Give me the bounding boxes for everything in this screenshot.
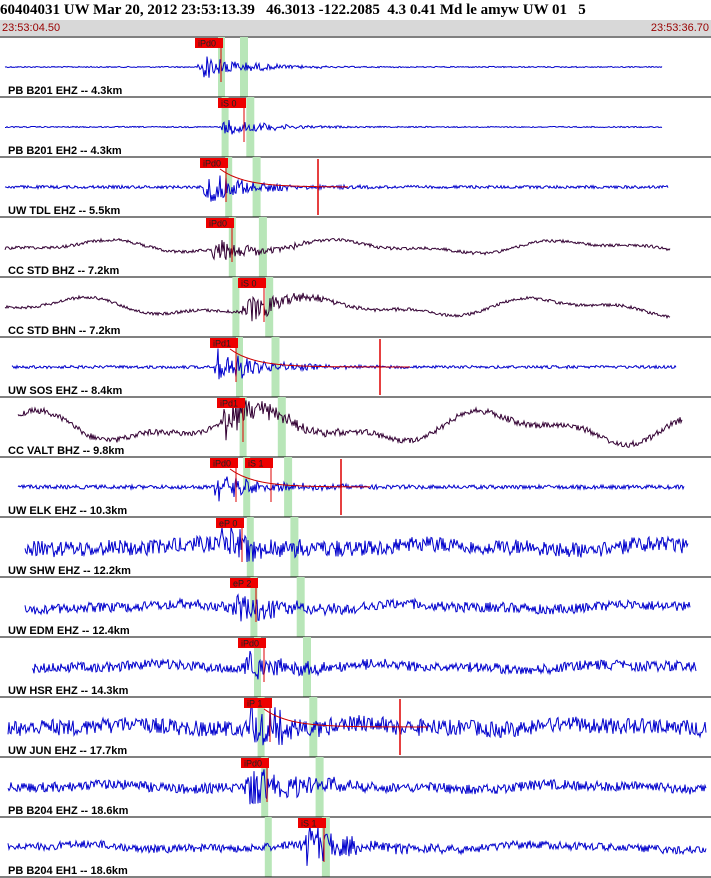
pick-label: iPd0 [244, 759, 262, 769]
trace-label: PB B201 EH2 -- 4.3km [8, 145, 122, 157]
pick-box [210, 458, 238, 468]
p-window [243, 457, 251, 517]
pick-label: iPd0 [213, 459, 231, 469]
waveform [4, 237, 671, 261]
s-window [252, 157, 261, 217]
s-window [258, 217, 267, 277]
trace-label: UW TDL EHZ -- 5.5km [8, 205, 120, 217]
pick-label: iPd0 [241, 639, 259, 649]
trace-label: PB B201 EHZ -- 4.3km [8, 85, 123, 97]
pick-label: iS 1 [248, 459, 264, 469]
pick-box [298, 818, 326, 828]
trace-label: CC STD BHZ -- 7.2km [8, 265, 119, 277]
trace: iPd1 UW SOS EHZ -- 8.4km [0, 337, 711, 398]
pick-box [244, 698, 272, 708]
trace-label: UW SHW EHZ -- 12.2km [8, 565, 131, 577]
trace: iPd0 PB B204 EHZ -- 18.6km [0, 757, 711, 818]
waveform [4, 175, 669, 202]
trace-label: CC STD BHN -- 7.2km [8, 325, 121, 337]
s-window [246, 97, 255, 157]
pick-box [206, 218, 234, 228]
time-bar: 23:53:04.50 23:53:36.70 [0, 20, 711, 36]
pick-box [216, 518, 244, 528]
pick-label: iPd0 [209, 219, 227, 229]
trace-label: PB B204 EH1 -- 18.6km [8, 865, 128, 877]
pick-label: iPd1 [213, 339, 231, 349]
pick-label: iPd0 [203, 159, 221, 169]
pick-label: iP 1 [247, 699, 262, 709]
pick-label: iS 0 [221, 99, 237, 109]
pick-box [195, 38, 223, 48]
pick-box [245, 458, 273, 468]
trace-label: UW JUN EHZ -- 17.7km [8, 745, 127, 757]
p-window [254, 637, 261, 697]
waveform [11, 348, 677, 380]
p-window [264, 817, 272, 877]
trace-label: UW ELK EHZ -- 10.3km [8, 505, 127, 517]
waveform [5, 120, 663, 135]
pick-label: iS 0 [241, 279, 257, 289]
trace-label: CC VALT BHZ -- 9.8km [8, 445, 125, 457]
waveform [24, 593, 691, 622]
trace: iS 0 CC STD BHN -- 7.2km [0, 277, 711, 338]
s-window [315, 757, 324, 817]
trace: iPd0 UW TDL EHZ -- 5.5km [0, 157, 711, 218]
waveform [7, 824, 707, 866]
waveform [31, 650, 697, 680]
pick-label: iPd0 [198, 39, 216, 49]
pick-box [217, 398, 245, 408]
pick-label: eP 0 [219, 519, 237, 529]
end-time: 23:53:36.70 [650, 22, 709, 34]
trace: eP 0 UW SHW EHZ -- 12.2km [0, 517, 711, 578]
pick-box [210, 338, 238, 348]
pick-label: eP 2 [233, 579, 251, 589]
trace: iPd0 PB B201 EHZ -- 4.3km [0, 37, 711, 98]
trace-label: UW HSR EHZ -- 14.3km [8, 685, 129, 697]
pick-label: iS 1 [301, 819, 317, 829]
trace-label: UW SOS EHZ -- 8.4km [8, 385, 123, 397]
pick-box [218, 98, 246, 108]
trace: iPd0 iS 1 UW ELK EHZ -- 10.3km [0, 457, 711, 518]
p-window [232, 277, 240, 337]
coda-fit [229, 468, 370, 488]
trace: iPd1 CC VALT BHZ -- 9.8km [0, 397, 711, 458]
waveform [7, 704, 707, 746]
trace: iPd0 UW HSR EHZ -- 14.3km [0, 637, 711, 698]
pick-box [238, 278, 266, 288]
pick-box [200, 158, 228, 168]
trace-label: UW EDM EHZ -- 12.4km [8, 625, 130, 637]
waveform [4, 292, 671, 322]
trace: eP 2 UW EDM EHZ -- 12.4km [0, 577, 711, 638]
trace: iP 1 UW JUN EHZ -- 17.7km [0, 697, 711, 758]
p-window [261, 757, 269, 817]
waveform [17, 400, 683, 448]
pick-box [230, 578, 258, 588]
pick-box [241, 758, 269, 768]
pick-box [238, 638, 266, 648]
pick-label: iPd1 [220, 399, 238, 409]
waveform [7, 769, 707, 805]
p-window [221, 97, 229, 157]
s-window [277, 397, 286, 457]
event-title: 60404031 UW Mar 20, 2012 23:53:13.39 46.… [0, 2, 586, 18]
coda-fit [219, 168, 348, 188]
trace-label: PB B204 EHZ -- 18.6km [8, 805, 129, 817]
traces: iPd0 PB B201 EHZ -- 4.3km iS 0 PB B201 EH2 … [0, 36, 711, 878]
start-time: 23:53:04.50 [2, 22, 61, 34]
trace: iPd0 CC STD BHZ -- 7.2km [0, 217, 711, 278]
waveform [17, 476, 685, 502]
waveform [24, 526, 689, 563]
trace: iS 0 PB B201 EH2 -- 4.3km [0, 97, 711, 158]
trace: iS 1 PB B204 EH1 -- 18.6km [0, 817, 711, 878]
waveform [4, 56, 663, 78]
s-window [321, 817, 330, 877]
